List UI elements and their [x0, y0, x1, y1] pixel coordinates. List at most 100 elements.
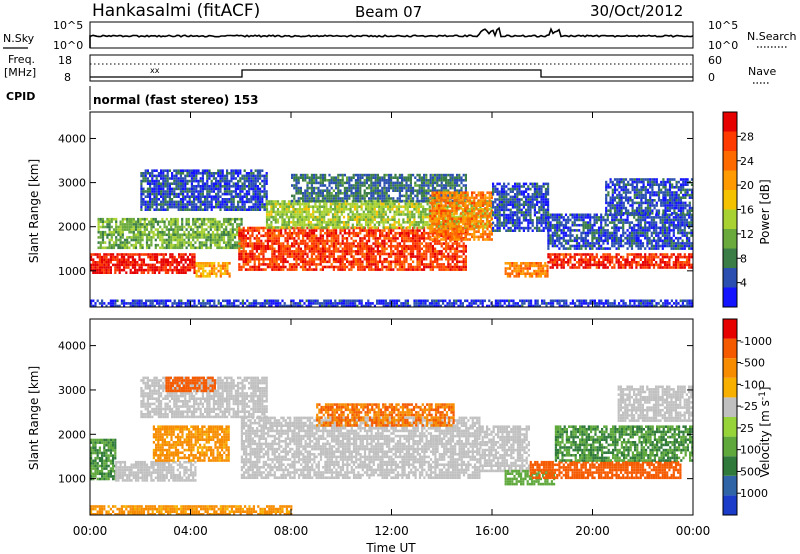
- heatmap-cell: [381, 199, 384, 203]
- heatmap-cell: [304, 173, 307, 177]
- heatmap-cell: [346, 231, 349, 235]
- heatmap-cell: [103, 271, 106, 274]
- heatmap-cell: [142, 179, 145, 183]
- heatmap-cell: [261, 169, 264, 172]
- heatmap-cell: [369, 208, 372, 211]
- heatmap-cell: [298, 221, 302, 224]
- heatmap-cell: [272, 200, 275, 203]
- heatmap-cell: [373, 213, 376, 216]
- heatmap-cell: [342, 210, 346, 214]
- heatmap-cell: [239, 172, 242, 175]
- heatmap-cell: [352, 244, 355, 248]
- heatmap-cell: [256, 200, 259, 204]
- heatmap-cell: [354, 234, 357, 238]
- heatmap-cell: [458, 192, 461, 195]
- heatmap-cell: [227, 217, 230, 221]
- heatmap-cell: [179, 198, 182, 201]
- heatmap-cell: [444, 218, 447, 221]
- heatmap-cell: [313, 173, 316, 177]
- heatmap-cell: [440, 225, 443, 228]
- heatmap-cell: [434, 186, 437, 190]
- heatmap-cell: [228, 172, 231, 175]
- heatmap-cell: [167, 243, 171, 247]
- heatmap-cell: [304, 260, 307, 264]
- heatmap-cell: [444, 214, 447, 218]
- heatmap-cell: [184, 266, 187, 269]
- heatmap-cell: [230, 177, 233, 180]
- heatmap-cell: [249, 260, 252, 264]
- heatmap-cell: [302, 234, 305, 238]
- heatmap-cell: [411, 221, 414, 224]
- heatmap-cell: [436, 255, 439, 258]
- heatmap-cell: [260, 242, 263, 245]
- heatmap-cell: [374, 237, 377, 240]
- heatmap-cell: [349, 205, 352, 208]
- heatmap-cell: [374, 173, 377, 177]
- heatmap-cell: [144, 205, 147, 209]
- heatmap-cell: [431, 247, 434, 251]
- heatmap-cell: [153, 190, 156, 193]
- heatmap-cell: [324, 173, 327, 177]
- heatmap-cell: [390, 197, 393, 200]
- heatmap-cell: [483, 210, 486, 214]
- heatmap-cell: [252, 185, 255, 188]
- heatmap-cell: [341, 242, 344, 245]
- heatmap-cell: [190, 208, 193, 211]
- heatmap-cell: [412, 192, 415, 195]
- heatmap-cell: [427, 234, 430, 238]
- heatmap-cell: [98, 261, 101, 264]
- heatmap-cell: [120, 261, 123, 264]
- heatmap-cell: [374, 268, 377, 271]
- heatmap-cell: [359, 226, 362, 230]
- heatmap-cell: [383, 189, 386, 192]
- heatmap-cell: [176, 243, 179, 247]
- heatmap-cell: [248, 185, 251, 188]
- heatmap-cell: [301, 202, 304, 206]
- heatmap-cell: [223, 182, 226, 185]
- heatmap-cell: [438, 230, 441, 233]
- heatmap-cell: [247, 226, 250, 230]
- heatmap-cell: [427, 244, 430, 248]
- heatmap-cell: [248, 187, 251, 191]
- heatmap-cell: [218, 246, 221, 250]
- heatmap-cell: [145, 241, 149, 244]
- heatmap-cell: [223, 192, 226, 196]
- heatmap-cell: [466, 225, 469, 228]
- heatmap-cell: [310, 242, 313, 245]
- heatmap-cell: [127, 253, 130, 256]
- heatmap-cell: [202, 262, 205, 265]
- heatmap-cell: [460, 189, 463, 192]
- heatmap-cell: [362, 218, 365, 221]
- heatmap-cell: [342, 200, 346, 203]
- heatmap-cell: [429, 230, 432, 233]
- heatmap-cell: [171, 177, 174, 180]
- heatmap-cell: [403, 247, 406, 251]
- heatmap-cell: [429, 235, 432, 239]
- heatmap-cell: [464, 179, 467, 182]
- heatmap-cell: [263, 185, 266, 188]
- heatmap-cell: [277, 234, 280, 238]
- heatmap-cell: [449, 244, 452, 248]
- heatmap-cell: [254, 200, 257, 204]
- heatmap-cell: [242, 247, 245, 251]
- heatmap-cell: [173, 203, 176, 206]
- heatmap-cell: [211, 220, 215, 224]
- heatmap-cell: [341, 197, 344, 200]
- heatmap-cell: [160, 172, 163, 175]
- heatmap-cell: [108, 225, 111, 229]
- heatmap-cell: [321, 265, 324, 269]
- heatmap-cell: [460, 255, 463, 258]
- heatmap-cell: [352, 184, 355, 187]
- heatmap-cell: [174, 238, 177, 242]
- heatmap-cell: [372, 268, 375, 271]
- heatmap-cell: [201, 179, 204, 183]
- heatmap-cell: [359, 247, 362, 251]
- heatmap-cell: [425, 176, 428, 179]
- heatmap-cell: [444, 204, 447, 207]
- heatmap-cell: [302, 239, 305, 243]
- heatmap-cell: [319, 192, 322, 195]
- heatmap-cell: [252, 174, 255, 178]
- heatmap-cell: [371, 205, 374, 208]
- heatmap-cell: [116, 266, 119, 269]
- heatmap-cell: [434, 260, 437, 264]
